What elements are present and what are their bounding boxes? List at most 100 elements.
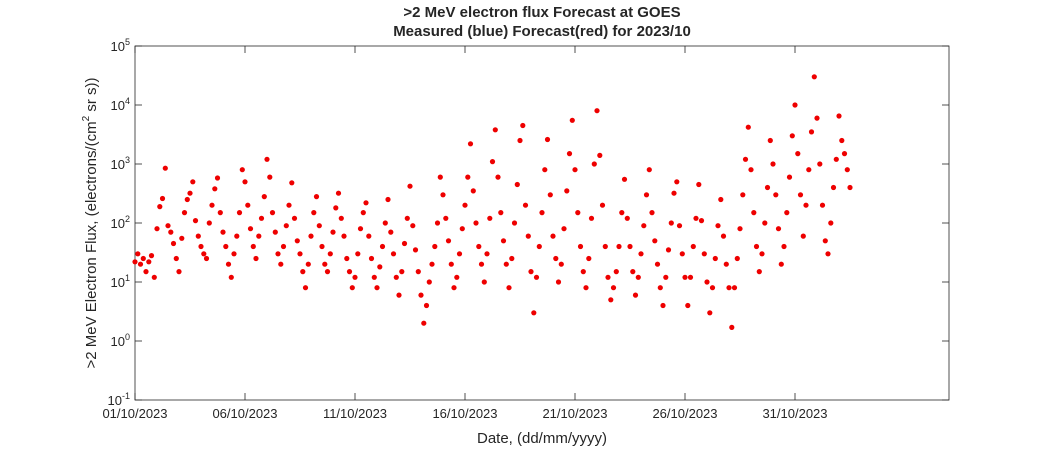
data-point xyxy=(352,274,358,280)
y-tick-label: 100 xyxy=(111,332,130,349)
data-point xyxy=(737,226,743,232)
data-point xyxy=(531,310,537,316)
data-point xyxy=(498,210,504,216)
data-point xyxy=(580,269,586,275)
data-point xyxy=(465,174,471,180)
y-axis-label-rest: sr s)) xyxy=(83,77,100,115)
data-point xyxy=(638,251,644,257)
data-point xyxy=(396,292,402,298)
data-point xyxy=(443,215,449,221)
data-point xyxy=(454,274,460,280)
data-point xyxy=(646,167,652,173)
data-point xyxy=(437,174,443,180)
data-point xyxy=(154,226,160,232)
data-point xyxy=(162,165,168,171)
data-point xyxy=(525,233,531,239)
data-point xyxy=(421,320,427,326)
data-point xyxy=(641,223,647,229)
data-point xyxy=(256,233,262,239)
data-point xyxy=(192,218,199,224)
data-point xyxy=(272,229,278,235)
data-point xyxy=(564,188,570,194)
data-point xyxy=(767,137,773,144)
data-point xyxy=(822,238,828,244)
data-point xyxy=(481,279,487,285)
data-point xyxy=(176,269,182,275)
data-point xyxy=(470,188,476,194)
data-point xyxy=(462,202,468,208)
data-point xyxy=(770,161,776,167)
data-point xyxy=(382,220,388,226)
data-point xyxy=(179,235,185,241)
data-point xyxy=(665,247,672,253)
data-point xyxy=(234,233,240,239)
data-point xyxy=(547,192,553,198)
plot-area xyxy=(134,45,950,401)
data-point xyxy=(778,261,784,267)
data-point xyxy=(366,233,372,239)
data-point xyxy=(506,285,512,291)
data-point xyxy=(148,253,155,259)
data-point xyxy=(404,215,410,221)
data-point xyxy=(817,161,823,167)
data-point xyxy=(753,243,760,250)
data-point xyxy=(280,243,287,250)
y-axis-label-exponent: 2 xyxy=(81,115,92,121)
data-point xyxy=(264,156,270,162)
data-point xyxy=(616,243,622,250)
data-point xyxy=(415,269,421,275)
data-point xyxy=(624,215,630,221)
x-axis-label: Date, (dd/mm/yyyy) xyxy=(477,430,607,447)
data-point xyxy=(368,255,375,262)
y-tick-label: 102 xyxy=(111,214,130,231)
data-point xyxy=(333,205,339,211)
data-point xyxy=(245,202,251,208)
data-point xyxy=(308,233,314,239)
data-point xyxy=(261,194,267,200)
data-point xyxy=(489,159,496,165)
y-tick-label: 104 xyxy=(111,96,130,113)
data-point xyxy=(682,274,688,280)
data-point xyxy=(696,181,702,188)
data-point xyxy=(514,181,520,188)
data-point xyxy=(355,251,361,257)
data-point xyxy=(297,251,303,257)
data-point xyxy=(467,141,474,147)
data-point xyxy=(828,220,834,226)
data-point xyxy=(135,251,141,257)
data-point xyxy=(668,220,674,226)
data-point xyxy=(819,202,826,208)
data-point xyxy=(591,161,597,167)
data-point xyxy=(327,251,333,257)
data-point xyxy=(808,129,815,135)
data-point xyxy=(190,179,196,185)
chart-title: >2 MeV electron flux Forecast at GOES Me… xyxy=(393,4,691,40)
data-point xyxy=(718,196,724,203)
data-point xyxy=(357,226,364,232)
data-points xyxy=(132,74,853,330)
data-point xyxy=(459,226,465,232)
data-point xyxy=(729,324,735,330)
data-point xyxy=(836,113,842,119)
data-point xyxy=(558,261,564,267)
data-point xyxy=(610,285,617,291)
data-point xyxy=(588,215,595,221)
data-point xyxy=(217,210,223,216)
data-point xyxy=(800,233,806,239)
data-point xyxy=(839,137,845,144)
data-point xyxy=(533,274,540,280)
data-point xyxy=(621,176,628,182)
data-point xyxy=(258,215,265,221)
data-point xyxy=(550,233,556,239)
data-point xyxy=(663,274,669,280)
data-point xyxy=(660,302,666,309)
data-point xyxy=(159,195,166,202)
data-point xyxy=(173,255,179,262)
data-point xyxy=(577,243,584,250)
data-point xyxy=(704,279,710,285)
data-point xyxy=(500,238,507,244)
data-point xyxy=(132,259,138,265)
data-point xyxy=(597,152,603,158)
data-point xyxy=(553,255,559,262)
